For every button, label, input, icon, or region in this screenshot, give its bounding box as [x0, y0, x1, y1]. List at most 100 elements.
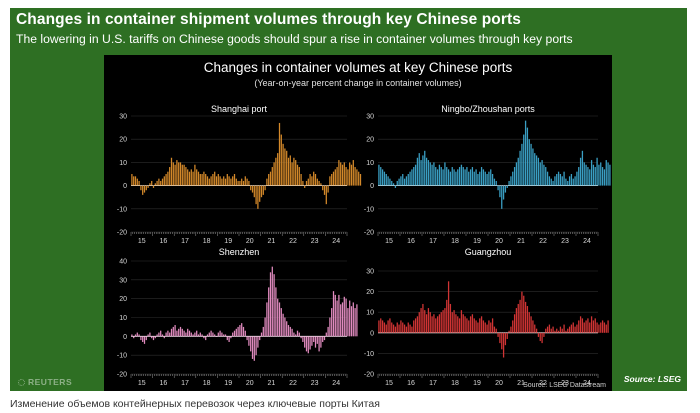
chart-1-bar: [152, 185, 155, 188]
chart-2-bar: [508, 180, 510, 186]
chart-3-bar: [289, 326, 291, 337]
chart-1-bar: [179, 162, 182, 186]
chart-2-bar: [473, 171, 475, 186]
chart-3-bar: [174, 325, 176, 337]
chart-1-bar: [145, 185, 147, 191]
chart-4-bar: [440, 312, 442, 333]
chart-1-bar: [248, 180, 250, 186]
chart-4-bar: [462, 314, 464, 333]
chart-4-bar: [484, 322, 486, 333]
chart-1-bar: [221, 178, 223, 186]
chart-3-bar: [309, 336, 311, 350]
chart-2-bar: [444, 162, 446, 186]
chart-3-bar: [291, 328, 293, 337]
chart-4-bar: [420, 308, 422, 333]
chart-3-bar: [161, 334, 164, 337]
chart-4-bar: [455, 314, 457, 333]
chart-2-bar: [411, 169, 413, 186]
chart-2-bar: [534, 153, 536, 186]
chart-4-bar: [446, 299, 448, 333]
chart-3-bar: [260, 332, 263, 337]
chart-3-bar: [188, 330, 191, 337]
chart-3-bar: [199, 332, 201, 337]
chart-3-bar: [145, 336, 147, 341]
chart-1-bar: [260, 185, 263, 198]
chart-2-bar: [548, 176, 551, 186]
chart-1-bar: [241, 178, 243, 186]
chart-4-bar: [589, 322, 591, 333]
chart-3-bar: [223, 334, 225, 337]
chart-4-bar: [389, 318, 391, 333]
chart-3-bar: [221, 332, 223, 337]
chart-2-xtick-label: 23: [561, 238, 569, 245]
chart-2-bar: [524, 120, 527, 186]
chart-1-xtick-label: 18: [203, 238, 211, 245]
chart-3-bar: [152, 336, 155, 341]
chart-3-bar: [331, 308, 333, 337]
chart-2-bar: [484, 171, 486, 186]
chart-1-bar: [244, 176, 246, 186]
chart-1-xtick-label: 19: [224, 238, 232, 245]
image-caption: Изменение объемов контейнерных перевозок…: [10, 398, 380, 410]
chart-4-bar: [512, 320, 514, 333]
chart-3-bar: [251, 336, 254, 359]
chart-1-bar: [223, 176, 225, 186]
chart-1-bar: [169, 167, 171, 186]
chart-1-xtick-label: 20: [246, 238, 254, 245]
chart-1-bar: [203, 171, 205, 186]
chart-2-bar: [482, 169, 485, 186]
chart-1-bar: [347, 169, 349, 186]
chart-3-bar: [255, 336, 257, 356]
chart-3-bar: [264, 317, 266, 337]
chart-2-bar: [568, 176, 571, 186]
chart-3-bar: [233, 330, 236, 337]
chart-4-bar: [444, 308, 446, 333]
chart-1-bar: [181, 164, 183, 186]
chart-4-bar: [559, 326, 562, 333]
chart-2-xtick-label: 22: [539, 238, 547, 245]
chart-3-title: Shenzhen: [219, 247, 260, 257]
chart-2-xtick-label: 21: [517, 238, 525, 245]
chart-3-bar: [210, 330, 212, 337]
chart-1-bar: [134, 176, 137, 186]
chart-2-bar: [592, 164, 595, 186]
chart-2-bar: [590, 160, 593, 186]
chart-1-bar: [345, 167, 347, 186]
chart-4-xtick-label: 19: [473, 380, 481, 387]
chart-4-bar: [381, 320, 384, 333]
chart-3-bar: [300, 336, 302, 339]
reuters-logo-icon: [18, 379, 25, 387]
chart-1-bar: [298, 167, 300, 186]
chart-4-ytick-label: 0: [370, 330, 374, 337]
chart-1-bar: [215, 176, 218, 186]
chart-1-bar: [255, 185, 257, 205]
chart-4-bar: [425, 314, 428, 333]
chart-4-bar: [458, 318, 461, 333]
chart-1-bar: [300, 174, 302, 186]
chart-3-xtick-label: 16: [160, 380, 168, 387]
chart-4-bar: [380, 318, 382, 333]
chart-2-bar: [605, 160, 607, 186]
chart-4-bar: [495, 328, 497, 333]
chart-panel-title: Changes in container volumes at key Chin…: [203, 60, 513, 75]
chart-4-bar: [402, 322, 404, 333]
chart-2-bar: [440, 167, 442, 186]
chart-2-bar: [502, 185, 505, 200]
chart-2-bar: [479, 171, 481, 186]
chart-2-bar: [460, 164, 463, 186]
chart-3-bar: [178, 328, 180, 337]
chart-4-bar: [405, 326, 408, 333]
chart-3-bar: [187, 328, 189, 337]
chart-4-title: Guangzhou: [465, 247, 512, 257]
chart-3-bar: [329, 317, 331, 337]
chart-1-bar: [336, 167, 338, 186]
chart-4-xtick-label: 18: [451, 380, 459, 387]
chart-1-bar: [325, 185, 327, 205]
chart-2-bar: [446, 167, 448, 186]
chart-3-bar: [149, 332, 151, 337]
chart-3-ytick-label: 0: [123, 334, 127, 341]
chart-4-bar: [515, 308, 518, 333]
chart-1-bar: [307, 178, 309, 186]
chart-2-bar: [510, 176, 512, 186]
chart-4-bar: [429, 312, 431, 333]
